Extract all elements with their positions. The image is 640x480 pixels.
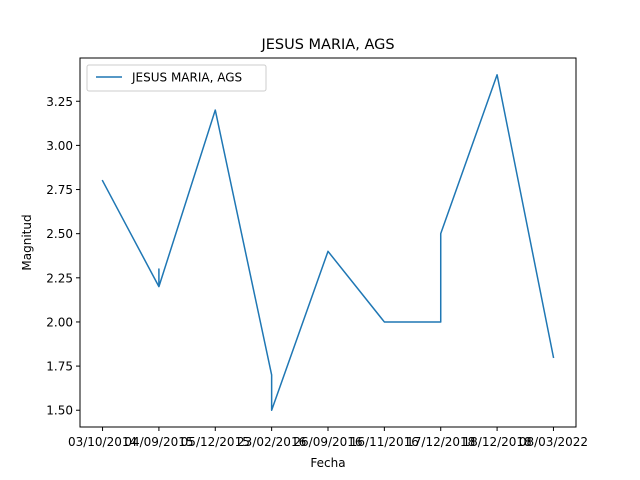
y-tick-label: 2.25: [46, 271, 73, 285]
x-tick-label: 23/02/2016: [237, 435, 306, 449]
y-tick-label: 2.75: [46, 183, 73, 197]
x-tick-label: 04/09/2015: [124, 435, 193, 449]
legend-entry-label: JESUS MARIA, AGS: [131, 71, 242, 85]
x-tick-label: 18/12/2018: [463, 435, 532, 449]
x-axis-label: Fecha: [310, 456, 345, 470]
x-tick-label: 17/12/2018: [406, 435, 475, 449]
y-tick-label: 1.50: [46, 404, 73, 418]
y-tick-label: 3.00: [46, 139, 73, 153]
y-tick-label: 2.50: [46, 227, 73, 241]
chart-title: JESUS MARIA, AGS: [260, 37, 394, 53]
x-tick-label: 26/09/2016: [293, 435, 362, 449]
y-tick-label: 3.25: [46, 95, 73, 109]
y-tick-label: 2.00: [46, 315, 73, 329]
x-tick-label: 03/10/2014: [68, 435, 137, 449]
x-tick-label: 16/11/2016: [350, 435, 419, 449]
y-tick-label: 1.75: [46, 360, 73, 374]
x-tick-label: 05/12/2015: [181, 435, 250, 449]
y-axis-label: Magnitud: [20, 214, 34, 270]
x-tick-label: 08/03/2022: [519, 435, 588, 449]
series-line: [101, 74, 555, 411]
legend: JESUS MARIA, AGS: [86, 64, 267, 92]
legend-box: [86, 64, 267, 92]
